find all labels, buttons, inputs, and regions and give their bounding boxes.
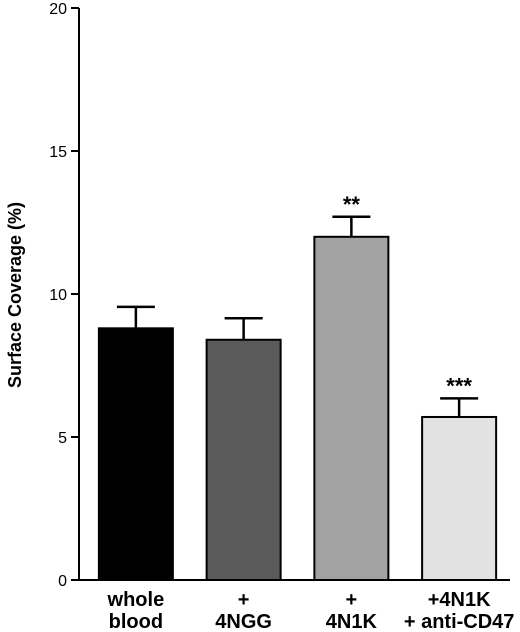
y-tick-label-0: 0 <box>58 573 67 590</box>
category-label-0-1: blood <box>109 611 163 632</box>
y-tick-label-20: 20 <box>49 1 67 18</box>
bar-2 <box>313 235 390 582</box>
y-tick-label-10: 10 <box>49 287 67 304</box>
bar-1 <box>205 338 282 582</box>
y-axis-title: Surface Coverage (%) <box>5 202 25 388</box>
y-tick-label-15: 15 <box>49 144 67 161</box>
bar-0 <box>97 327 174 581</box>
category-label-3-0: +4N1K <box>428 589 491 611</box>
category-label-2-0: + <box>346 589 358 611</box>
category-label-3-1: + anti-CD47 <box>404 611 515 632</box>
category-label-0-0: whole <box>107 589 165 611</box>
bars: ***** <box>97 192 498 582</box>
category-label-2-1: 4N1K <box>326 611 378 632</box>
significance-label-3: *** <box>446 373 472 398</box>
category-label-1-1: 4NGG <box>215 611 272 632</box>
y-tick-label-5: 5 <box>58 430 67 447</box>
significance-label-2: ** <box>343 192 361 217</box>
bar-3 <box>421 415 498 582</box>
category-label-1-0: + <box>238 589 250 611</box>
